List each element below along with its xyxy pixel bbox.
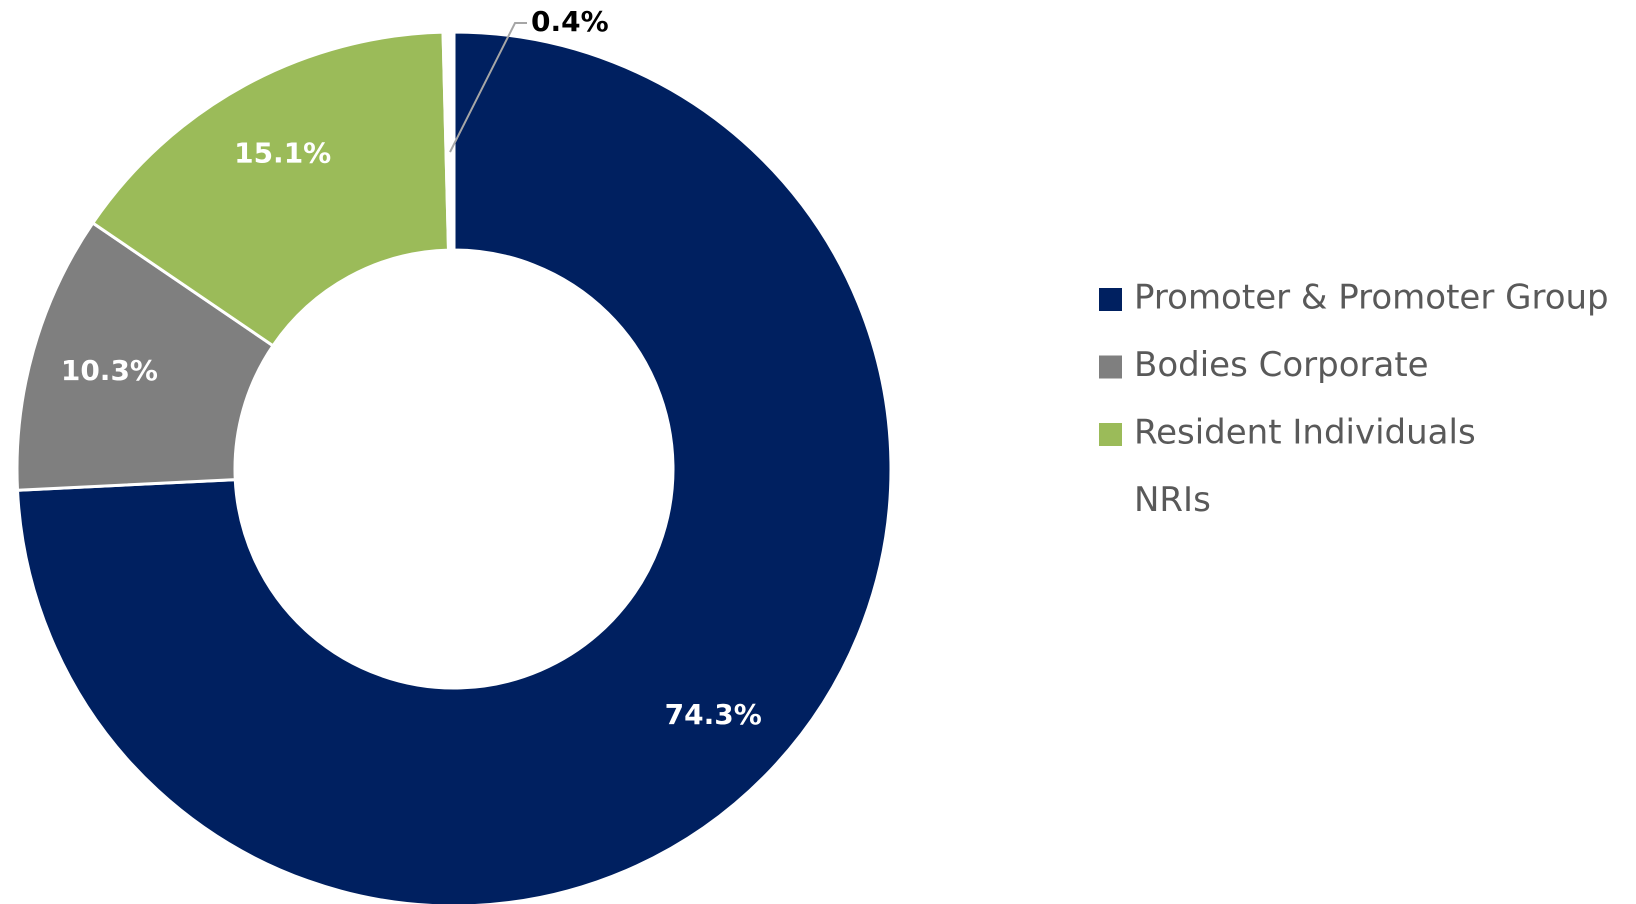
legend-label: NRIs	[1134, 480, 1211, 520]
legend-swatch	[1099, 490, 1122, 514]
data-label: 10.3%	[61, 354, 158, 387]
data-label: 15.1%	[234, 137, 331, 170]
data-label: 74.3%	[665, 698, 762, 731]
legend-label: Bodies Corporate	[1134, 345, 1429, 385]
donut-slice	[441, 30, 456, 252]
donut-slice	[90, 30, 451, 348]
data-label: 0.4%	[531, 5, 609, 38]
legend-swatch	[1099, 288, 1122, 311]
leader-line	[449, 22, 528, 153]
donut-slice	[15, 30, 893, 904]
legend-label: Promoter & Promoter Group	[1134, 278, 1609, 318]
legend-swatch	[1099, 355, 1122, 379]
legend-label: Resident Individuals	[1134, 413, 1476, 453]
legend-swatch	[1099, 423, 1122, 446]
donut-slice	[15, 220, 276, 492]
